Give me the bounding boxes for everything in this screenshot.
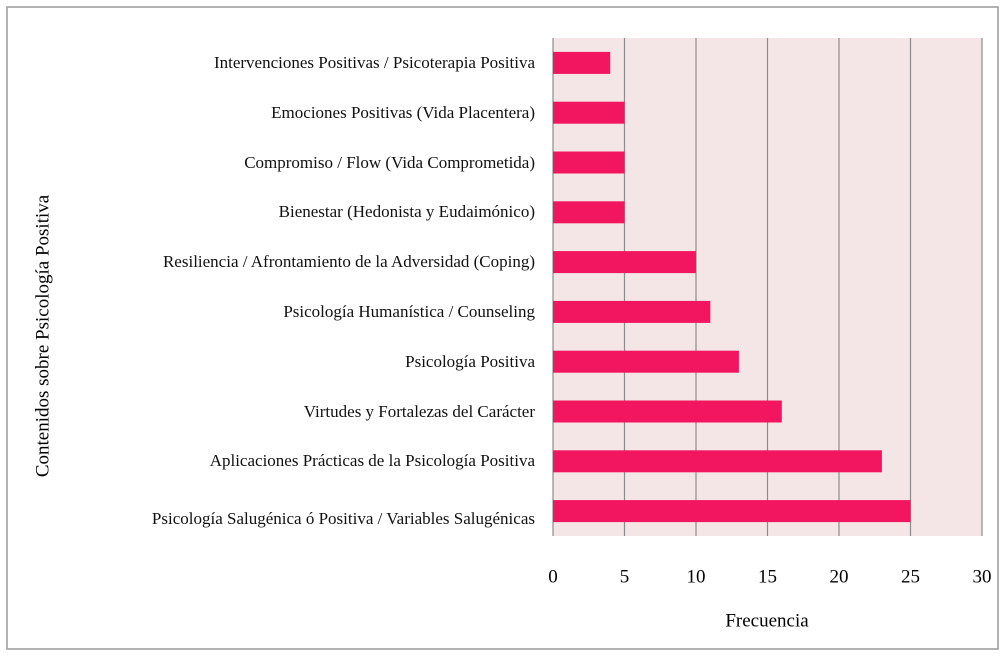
x-tick-label: 25	[901, 566, 920, 587]
y-tick-label: Resiliencia / Afrontamiento de la Advers…	[162, 252, 535, 272]
bar	[553, 101, 625, 124]
x-tick-label: 20	[830, 566, 849, 587]
y-tick-label: Emociones Positivas (Vida Placentera)	[271, 102, 535, 122]
y-tick-label: Virtudes y Fortalezas del Carácter	[303, 401, 535, 421]
x-tick-label: 10	[687, 566, 706, 587]
x-axis-title: Frecuencia	[725, 610, 809, 631]
y-tick-label: Psicología Positiva	[405, 351, 535, 371]
bar	[553, 251, 696, 274]
y-tick-label: Intervenciones Positivas / Psicoterapia …	[213, 52, 535, 72]
x-tick-label: 0	[548, 566, 558, 587]
bar	[553, 51, 611, 74]
y-tick-label: Compromiso / Flow (Vida Comprometida)	[244, 152, 535, 172]
bar	[553, 400, 782, 423]
x-tick-label: 30	[973, 566, 992, 587]
bar	[553, 300, 711, 323]
y-tick-label: Psicología Humanística / Counseling	[283, 301, 535, 321]
y-tick-label: Bienestar (Hedonista y Eudaimónico)	[278, 202, 535, 222]
bar	[553, 151, 625, 174]
y-axis-title: Contenidos sobre Psicología Positiva	[32, 194, 53, 477]
bar	[553, 350, 739, 373]
y-tick-label: Psicología Salugénica ó Positiva / Varia…	[151, 509, 535, 529]
y-tick-label: Aplicaciones Prácticas de la Psicología …	[209, 451, 535, 471]
x-tick-label: 5	[620, 566, 630, 587]
bar	[553, 201, 625, 224]
frame	[6, 6, 999, 650]
bar	[553, 450, 882, 473]
bar	[553, 500, 911, 523]
x-tick-label: 15	[758, 566, 777, 587]
